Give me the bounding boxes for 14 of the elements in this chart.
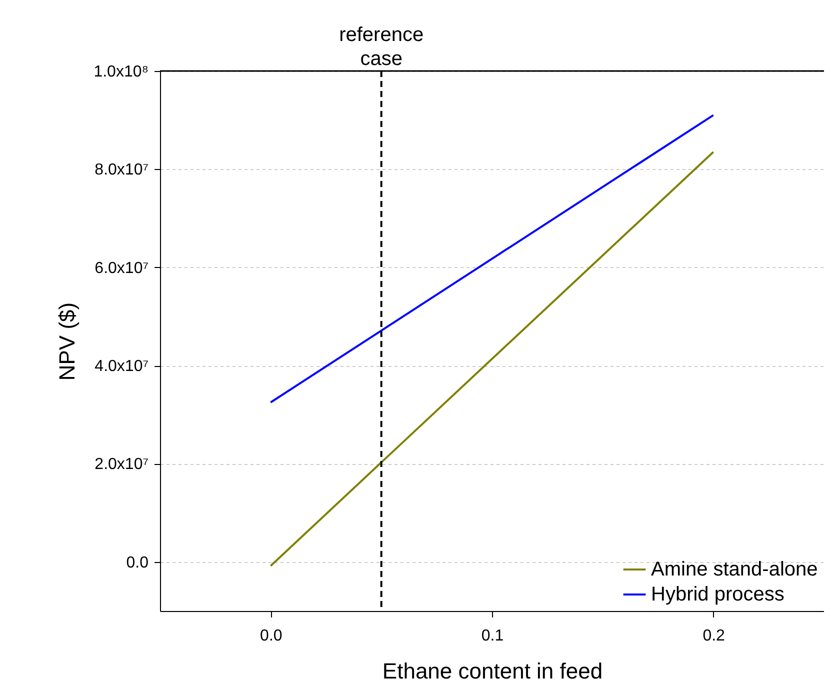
legend-label: Hybrid process [651, 584, 784, 606]
x-tick-label: 0.0 [260, 628, 282, 644]
y-tick-label: 2.0x10⁷ [94, 456, 149, 474]
y-tick-label: 6.0x10⁷ [94, 260, 149, 277]
x-tick-label: 0.1 [481, 628, 504, 644]
x-axis-title: Ethane content in feed [382, 658, 603, 684]
legend-label: Amine stand-alone [651, 558, 818, 580]
y-tick-label: 0.0 [126, 554, 149, 572]
y-tick-label: 8.0x10⁷ [94, 162, 149, 179]
ref-line-label: reference case [339, 24, 424, 70]
y-axis-title: NPV ($) [54, 302, 80, 381]
y-tick-label: 1.0x10⁸ [94, 64, 148, 80]
x-tick-label: 0.2 [702, 628, 726, 644]
y-tick-label: 4.0x10⁷ [94, 358, 149, 376]
